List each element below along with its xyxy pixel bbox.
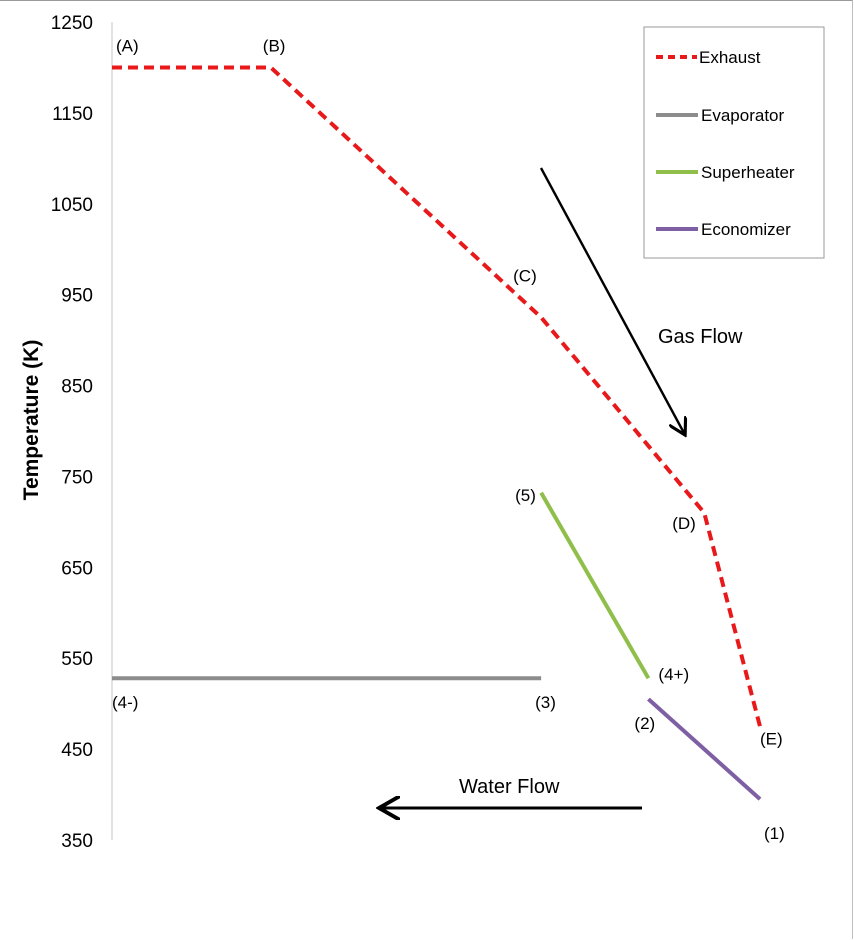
- point-label: (1): [764, 824, 785, 843]
- y-tick-label: 1250: [51, 13, 93, 34]
- y-tick-label: 1050: [51, 195, 93, 216]
- legend-label-exhaust: Exhaust: [699, 48, 761, 67]
- legend-label-evaporator: Evaporator: [701, 106, 784, 125]
- point-label: (5): [515, 486, 536, 505]
- point-label: (D): [672, 514, 696, 533]
- y-tick-label: 850: [61, 377, 93, 398]
- point-label: (4+): [658, 665, 689, 684]
- legend-box: [643, 26, 825, 259]
- gas-flow-label: Gas Flow: [658, 326, 743, 348]
- point-label: (3): [535, 693, 556, 712]
- series-superheater-line: [539, 491, 651, 680]
- gas-flow-arrow: [539, 167, 684, 433]
- point-label: (C): [513, 266, 537, 285]
- y-tick-labels: 1250 1150 1050 950 850 750 650 550 450 350: [51, 13, 93, 852]
- series-layer: [112, 65, 762, 801]
- y-tick-label: 450: [61, 740, 93, 761]
- y-tick-label: 950: [61, 286, 93, 307]
- point-label: (E): [760, 729, 783, 748]
- point-label: (B): [263, 36, 286, 55]
- legend-label-economizer: Economizer: [701, 220, 791, 239]
- legend: Exhaust Evaporator Superheater Economize…: [643, 26, 825, 259]
- water-flow-label: Water Flow: [459, 776, 560, 798]
- y-tick-label: 550: [61, 649, 93, 670]
- point-labels: (A) (B) (C) (D) (E) (4-) (3) (5) (4+) (2) (1): [112, 36, 785, 843]
- point-label: (2): [634, 714, 655, 733]
- point-label: (4-): [112, 693, 138, 712]
- legend-label-superheater: Superheater: [701, 163, 795, 182]
- series-economizer-line: [647, 697, 762, 801]
- point-label: (A): [116, 36, 139, 55]
- y-tick-label: 750: [61, 467, 93, 488]
- y-axis-label: Temperature (K): [20, 340, 43, 501]
- y-tick-label: 350: [61, 831, 93, 852]
- y-tick-label: 650: [61, 558, 93, 579]
- y-tick-label: 1150: [52, 104, 93, 125]
- series-exhaust-line: [112, 65, 762, 727]
